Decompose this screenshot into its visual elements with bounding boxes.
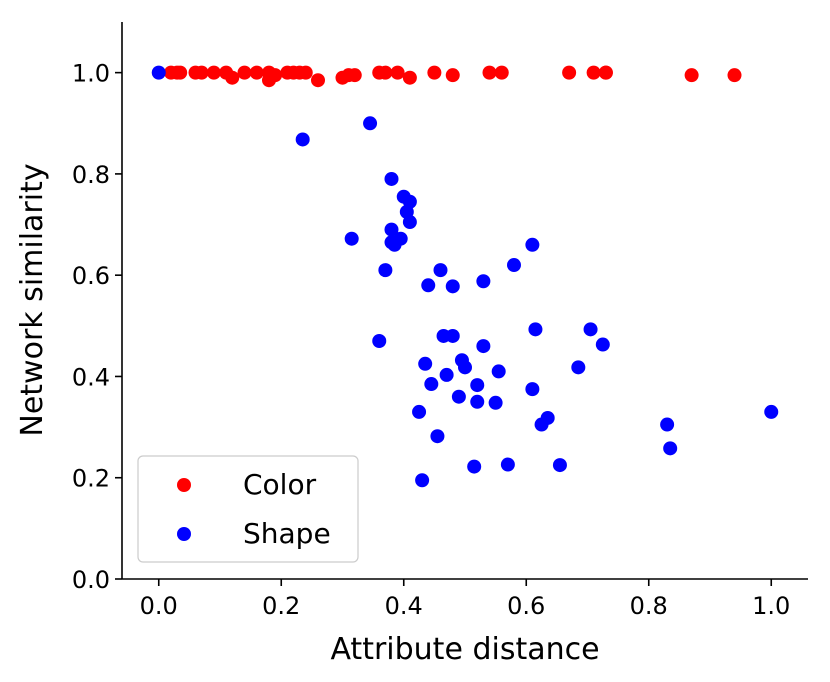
point-color [311,73,325,88]
point-shape [445,328,460,343]
point-color [494,65,509,80]
point-shape [500,457,515,472]
point-shape [470,394,485,409]
point-shape [534,417,549,432]
point-shape [415,473,430,488]
point-shape [488,395,503,410]
point-shape [418,356,433,371]
x-tick-label: 1.0 [752,592,790,620]
x-tick-label: 0.0 [140,592,178,620]
point-color [598,65,613,80]
point-color [390,65,405,80]
point-color [445,68,460,83]
point-shape [507,258,521,273]
point-shape [439,367,454,382]
point-shape [476,339,491,354]
x-axis-label: Attribute distance [330,632,599,667]
point-shape [764,404,779,419]
point-shape [528,322,543,337]
legend: Color Shape [137,455,359,563]
point-shape [421,278,436,293]
point-color [298,65,313,80]
point-color [194,65,209,80]
point-shape [467,459,482,474]
point-shape [525,237,540,252]
point-shape [458,360,472,375]
point-shape [430,429,445,444]
point-color [268,68,283,83]
point-color [249,65,264,80]
legend-box [137,455,359,563]
axes [121,22,808,580]
x-tick-label: 0.2 [262,592,300,620]
point-color [586,65,601,80]
point-shape [571,360,586,375]
y-tick-label: 0.0 [72,566,110,594]
point-shape [363,116,378,131]
point-shape [412,404,427,419]
point-color [347,68,362,83]
point-shape [384,171,399,186]
point-shape [491,364,506,379]
point-color [225,70,240,85]
point-shape [344,231,359,246]
point-shape [583,322,598,337]
point-color [684,68,699,83]
point-color [402,70,417,85]
point-shape [445,279,460,294]
point-shape [660,417,675,432]
point-color [562,65,577,80]
legend-marker-shape [177,527,191,541]
point-shape [295,132,310,147]
x-tick-label: 0.8 [630,592,668,620]
point-color [173,65,188,80]
point-shape [378,263,393,278]
point-shape [393,231,408,246]
point-shape [372,334,387,349]
point-shape [384,222,399,237]
point-shape [663,441,678,456]
y-tick-label: 0.4 [72,363,110,391]
point-shape [595,337,610,352]
point-shape [470,378,485,393]
point-shape [402,215,417,230]
point-shape [476,274,491,289]
point-color [727,68,742,83]
x-tick-label: 0.6 [507,592,545,620]
legend-label-shape: Shape [243,517,331,550]
y-tick-label: 0.6 [72,262,110,290]
point-color [237,65,252,80]
legend-marker-color [177,478,191,492]
x-tick-label: 0.4 [385,592,423,620]
point-shape [151,65,166,80]
point-shape [424,377,439,392]
data-points [151,65,779,488]
point-color [482,65,497,80]
point-color [427,65,442,80]
y-ticks: 0.0 0.2 0.4 0.6 0.8 1.0 [72,60,122,594]
y-tick-label: 0.2 [72,465,110,493]
y-tick-label: 0.8 [72,161,110,189]
point-color [206,65,221,80]
point-shape [451,389,466,404]
y-axis-label: Network similarity [15,163,50,436]
point-shape [552,458,567,473]
legend-label-color: Color [243,468,317,501]
x-ticks: 0.0 0.2 0.4 0.6 0.8 1.0 [140,579,790,620]
point-color [378,65,393,80]
point-shape [433,263,448,278]
y-tick-label: 1.0 [72,60,110,88]
point-shape [525,382,540,397]
